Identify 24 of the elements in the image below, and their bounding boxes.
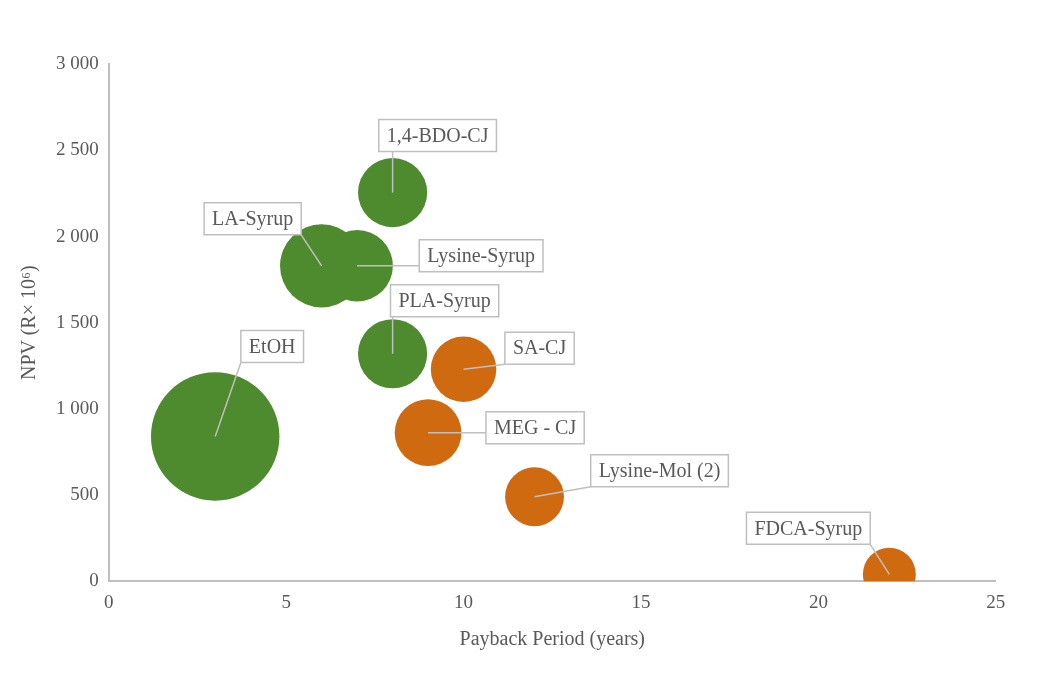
- annotation: Lysine-Mol (2): [598, 459, 721, 483]
- x-tick-label: 5: [281, 590, 291, 612]
- annotation: LA-Syrup: [212, 207, 294, 231]
- annotation: FDCA-Syrup: [754, 516, 863, 540]
- annotation: SA-CJ: [512, 336, 567, 359]
- x-tick-label: 20: [808, 590, 828, 612]
- y-tick-label: 1 000: [56, 396, 99, 418]
- x-tick-label: 0: [104, 590, 114, 612]
- y-tick-label: 0: [89, 569, 99, 591]
- x-axis-title: Payback Period (years): [459, 627, 646, 651]
- annotation: PLA-Syrup: [398, 288, 491, 312]
- annotation: Lysine-Syrup: [427, 244, 536, 268]
- x-tick-label: 10: [454, 590, 474, 612]
- annotation: EtOH: [248, 334, 296, 357]
- y-axis-title: NPV (R× 10⁶): [17, 265, 41, 380]
- y-tick-label: 3 000: [56, 52, 99, 74]
- y-tick-label: 1 500: [56, 310, 99, 332]
- x-tick-label: 15: [631, 590, 651, 612]
- annotation: 1,4-BDO-CJ: [386, 123, 489, 146]
- annotation: MEG - CJ: [493, 415, 577, 438]
- y-tick-label: 2 500: [56, 138, 99, 160]
- x-tick-label: 25: [986, 590, 1006, 612]
- y-tick-label: 2 000: [56, 224, 99, 246]
- y-tick-label: 500: [70, 483, 99, 505]
